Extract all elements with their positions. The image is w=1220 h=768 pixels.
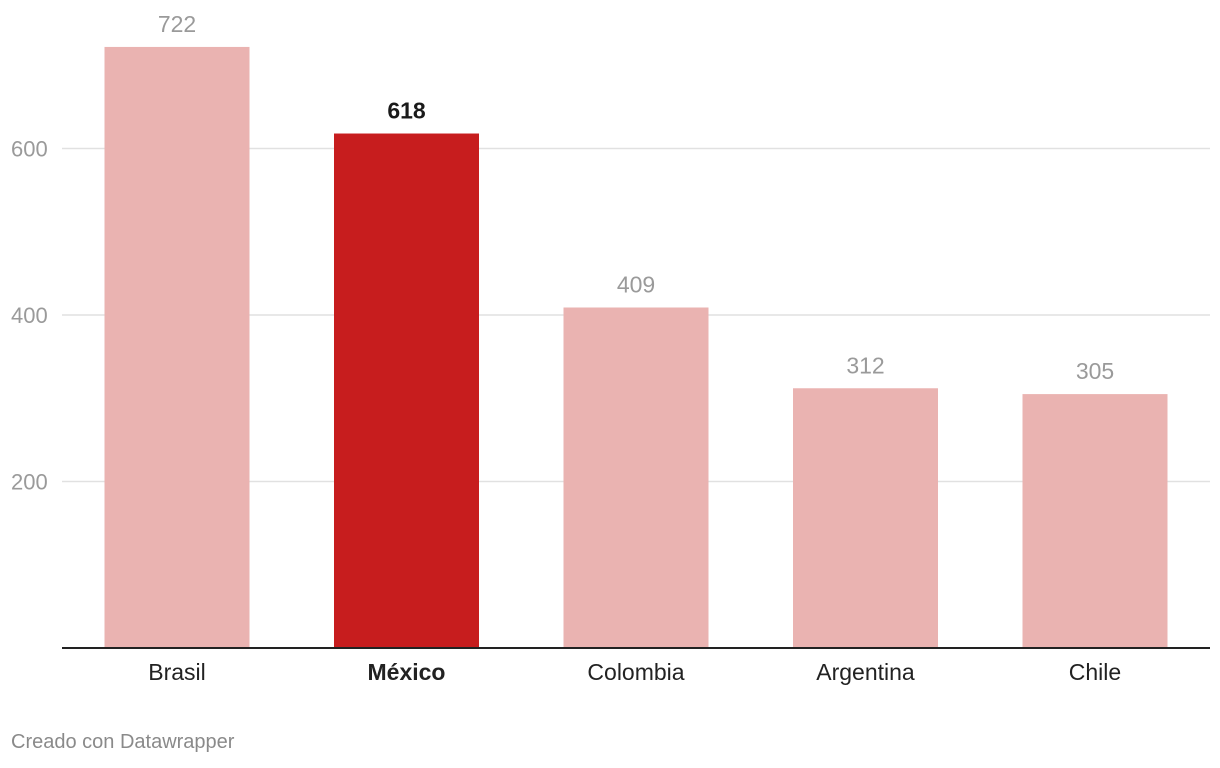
category-label: Brasil <box>148 659 206 685</box>
bar-méxico <box>334 133 479 648</box>
y-tick-label: 400 <box>11 303 48 328</box>
value-labels: 722 618 409 312 305 <box>158 11 1114 384</box>
value-label: 409 <box>617 272 655 298</box>
bar-chart: 200 400 600 Brasil México Colombia Argentina C… <box>11 11 1210 685</box>
value-label: 312 <box>846 352 884 378</box>
bar-brasil <box>104 46 250 649</box>
credit-footer: Creado con Datawrapper <box>11 731 235 753</box>
value-label: 722 <box>158 11 196 37</box>
y-tick-label: 600 <box>11 137 48 162</box>
bars <box>104 46 1168 649</box>
value-label: 618 <box>387 98 426 124</box>
category-label: Colombia <box>587 659 684 685</box>
x-axis-labels: Brasil México Colombia Argentina Chile <box>148 659 1121 685</box>
category-label: Chile <box>1069 659 1121 685</box>
bar-colombia <box>563 307 709 648</box>
category-label: Argentina <box>816 659 915 685</box>
bar-argentina <box>793 388 938 648</box>
bar-chile <box>1022 394 1168 648</box>
value-label: 305 <box>1076 358 1114 384</box>
category-label: México <box>368 659 446 685</box>
y-tick-label: 200 <box>11 470 48 495</box>
y-axis-ticks: 200 400 600 <box>11 137 48 495</box>
